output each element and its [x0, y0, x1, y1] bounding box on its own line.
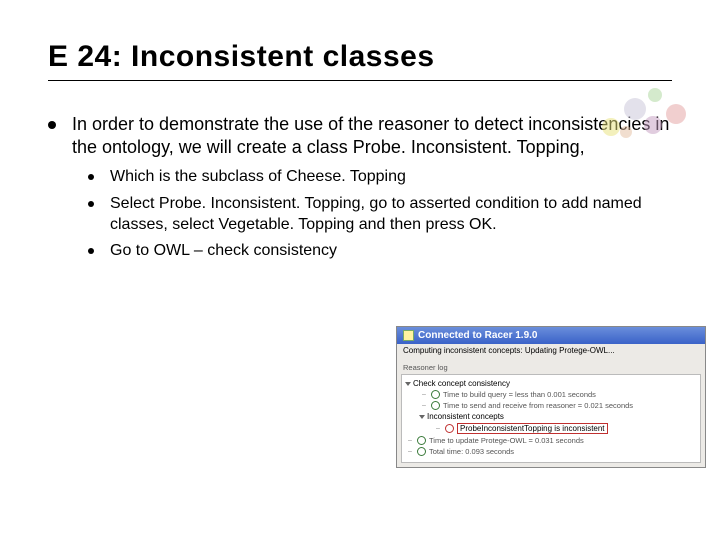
bullet-text: Go to OWL – check consistency — [110, 241, 672, 262]
log-panel: Check concept consistency – Time to buil… — [401, 374, 701, 463]
clock-icon — [431, 401, 440, 410]
slide-title: E 24: Inconsistent classes — [48, 40, 672, 81]
tree-row: – Time to build query = less than 0.001 … — [406, 389, 696, 400]
bullet-icon — [88, 174, 94, 180]
bullet-level2: Which is the subclass of Cheese. Topping — [88, 167, 672, 188]
bullet-text: In order to demonstrate the use of the r… — [72, 113, 672, 159]
tree-row: Inconsistent concepts — [406, 411, 696, 422]
app-icon — [403, 330, 414, 341]
error-icon — [445, 424, 454, 433]
bullet-text: Which is the subclass of Cheese. Topping — [110, 167, 672, 188]
expand-icon — [419, 415, 425, 419]
tree-label: Time to build query = less than 0.001 se… — [443, 390, 596, 399]
tree-row: – Time to update Protege-OWL = 0.031 sec… — [406, 435, 696, 446]
bullet-level2: Go to OWL – check consistency — [88, 241, 672, 262]
tree-connector-icon: – — [434, 425, 442, 432]
dialog-titlebar: Connected to Racer 1.9.0 — [397, 327, 705, 344]
reasoner-dialog: Connected to Racer 1.9.0 Computing incon… — [396, 326, 706, 468]
tree-connector-icon: – — [420, 402, 428, 409]
bullet-text: Select Probe. Inconsistent. Topping, go … — [110, 194, 672, 236]
tree-row: Check concept consistency — [406, 378, 696, 389]
bullet-icon — [88, 201, 94, 207]
dialog-title: Connected to Racer 1.9.0 — [418, 330, 537, 341]
dot-icon — [648, 88, 662, 102]
clock-icon — [417, 447, 426, 456]
sub-bullets: Which is the subclass of Cheese. Topping… — [88, 167, 672, 262]
bullet-icon — [88, 248, 94, 254]
status-row: Computing inconsistent concepts: Updatin… — [397, 344, 705, 357]
expand-icon — [405, 382, 411, 386]
bullet-level2: Select Probe. Inconsistent. Topping, go … — [88, 194, 672, 236]
slide: E 24: Inconsistent classes In order to d… — [0, 0, 720, 540]
tree-connector-icon: – — [406, 437, 414, 444]
tree-label: Check concept consistency — [413, 379, 510, 388]
clock-icon — [431, 390, 440, 399]
tree-label: Time to send and receive from reasoner =… — [443, 401, 633, 410]
tree-row: – ProbeInconsistentTopping is inconsiste… — [406, 422, 696, 435]
tree-label: Inconsistent concepts — [427, 412, 504, 421]
bullet-level1: In order to demonstrate the use of the r… — [48, 113, 672, 159]
slide-body: In order to demonstrate the use of the r… — [48, 113, 672, 262]
tree-label: Time to update Protege-OWL = 0.031 secon… — [429, 436, 584, 445]
clock-icon — [417, 436, 426, 445]
section-label: Reasoner log — [397, 357, 705, 374]
inconsistent-label: ProbeInconsistentTopping is inconsistent — [457, 423, 608, 434]
tree-row: – Time to send and receive from reasoner… — [406, 400, 696, 411]
tree-label: Total time: 0.093 seconds — [429, 447, 514, 456]
bullet-icon — [48, 121, 56, 129]
tree-connector-icon: – — [406, 448, 414, 455]
tree-row: – Total time: 0.093 seconds — [406, 446, 696, 457]
tree-connector-icon: – — [420, 391, 428, 398]
